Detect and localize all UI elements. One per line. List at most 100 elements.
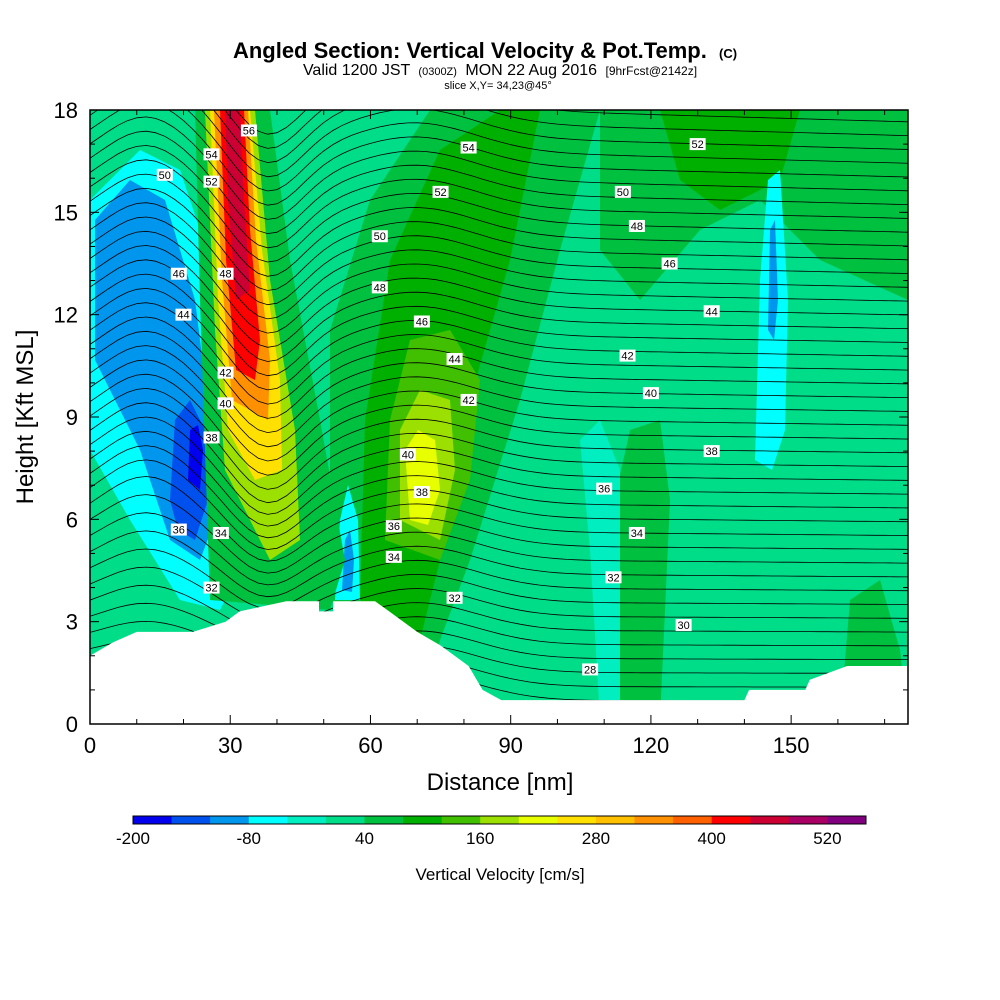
isentrope-line — [90, 459, 908, 550]
velocity-region — [768, 220, 778, 340]
contour-label: 46 — [413, 315, 430, 328]
isentrope-line — [90, 130, 908, 235]
contour-label: 32 — [203, 581, 220, 595]
isentrope-line — [90, 173, 908, 277]
colorbar: -200 -80 40 160 280 400 520 — [116, 815, 867, 848]
colorbar-swatch — [711, 816, 751, 824]
contour-label: 50 — [614, 185, 631, 199]
colorbar-swatch — [595, 816, 636, 824]
colorbar-swatch — [325, 816, 365, 824]
svg-text:6: 6 — [66, 507, 78, 532]
y-tick: 6 — [66, 507, 908, 532]
colorbar-swatch — [287, 816, 327, 824]
svg-text:38: 38 — [706, 446, 718, 458]
contour-label: 32 — [446, 591, 463, 605]
contour-label: 52 — [432, 185, 449, 199]
valid-utc: (0300Z) — [418, 66, 457, 78]
isentrope-line — [90, 402, 908, 504]
svg-text:48: 48 — [374, 282, 386, 294]
contour-label: 36 — [596, 482, 613, 496]
isentrope-line — [90, 230, 908, 334]
chart-title-block: Angled Section: Vertical Velocity & Pot.… — [233, 38, 737, 92]
svg-text:46: 46 — [663, 259, 675, 271]
svg-text:40: 40 — [645, 388, 657, 400]
contour-label: 52 — [203, 175, 220, 189]
isentrope-line — [90, 416, 908, 515]
svg-text:32: 32 — [448, 593, 460, 605]
isentrope-line — [90, 245, 908, 348]
svg-text:48: 48 — [219, 269, 231, 281]
contour-label: 56 — [240, 124, 257, 137]
svg-text:54: 54 — [205, 149, 217, 161]
colorbar-tick-label: -200 — [116, 829, 150, 848]
contour-label: 52 — [689, 138, 706, 151]
isentrope-line — [90, 145, 908, 249]
svg-text:54: 54 — [462, 143, 474, 155]
y-tick: 3 — [66, 610, 908, 635]
colorbar-tick-label: 40 — [355, 829, 374, 848]
contour-label: 36 — [385, 520, 402, 533]
x-tick: 120 — [633, 110, 669, 758]
contour-label: 32 — [605, 571, 622, 584]
y-axis-title: Height [Kft MSL] — [12, 330, 39, 505]
valid-time: Valid 1200 JST — [303, 62, 411, 79]
x-tick: 30 — [218, 110, 242, 758]
colorbar-swatch — [403, 816, 443, 824]
svg-text:32: 32 — [607, 572, 619, 584]
contour-label: 34 — [385, 550, 402, 564]
isentrope-line — [90, 359, 908, 462]
y-tick: 15 — [54, 200, 908, 225]
contour-label: 40 — [399, 448, 416, 462]
isentrope-line — [90, 273, 908, 377]
contour-label: 36 — [170, 523, 187, 537]
colorbar-swatch — [827, 816, 867, 824]
colorbar-title: Vertical Velocity [cm/s] — [415, 865, 584, 884]
contour-label: 44 — [703, 305, 720, 318]
svg-text:0: 0 — [84, 733, 96, 758]
colorbar-swatch — [557, 816, 597, 824]
isentrope-line — [90, 387, 908, 490]
svg-text:52: 52 — [434, 187, 446, 199]
contour-label: 42 — [619, 349, 636, 363]
isentrope-line — [90, 202, 908, 306]
svg-text:36: 36 — [173, 525, 185, 537]
svg-text:52: 52 — [692, 139, 704, 151]
svg-text:46: 46 — [416, 316, 428, 328]
colorbar-swatch — [673, 816, 713, 824]
contour-label: 44 — [175, 308, 192, 322]
contour-label: 30 — [675, 619, 692, 632]
isentrope-line — [90, 259, 908, 362]
svg-text:3: 3 — [66, 610, 78, 635]
svg-text:48: 48 — [631, 221, 643, 233]
colorbar-swatch — [248, 816, 288, 824]
svg-text:Angled Section: Vertical Veloc: Angled Section: Vertical Velocity & Pot.… — [233, 38, 737, 63]
svg-text:56: 56 — [243, 125, 255, 137]
velocity-region — [225, 110, 250, 300]
svg-text:38: 38 — [205, 432, 217, 444]
isentrope-line — [90, 548, 908, 609]
isentrope-line — [90, 159, 908, 263]
contour-label: 34 — [212, 526, 229, 540]
svg-text:36: 36 — [388, 521, 400, 533]
x-tick: 150 — [773, 110, 810, 758]
svg-text:34: 34 — [215, 528, 227, 540]
isentrope-line — [90, 287, 908, 391]
y-tick: 0 — [66, 712, 908, 737]
chart-title: Angled Section: Vertical Velocity & Pot.… — [233, 38, 707, 63]
isentrope-line — [90, 584, 908, 633]
forecast-info: [9hrFcst@2142z] — [606, 64, 698, 78]
contour-label: 42 — [217, 366, 234, 380]
colorbar-swatch — [210, 816, 250, 824]
contour-label: 46 — [170, 267, 187, 281]
contour-label: 48 — [217, 267, 234, 281]
svg-text:44: 44 — [448, 354, 460, 366]
colorbar-swatch — [441, 816, 481, 824]
svg-text:44: 44 — [177, 310, 189, 322]
colorbar-swatch — [133, 816, 173, 824]
svg-text:15: 15 — [54, 200, 78, 225]
colorbar-swatch — [518, 816, 558, 824]
contour-labels: 50 54 56 52 46 44 48 42 40 38 36 34 32 54 52 50 48 46 44 42… — [156, 124, 720, 676]
colorbar-tick-label: 160 — [466, 829, 494, 848]
contour-label: 42 — [460, 393, 477, 407]
